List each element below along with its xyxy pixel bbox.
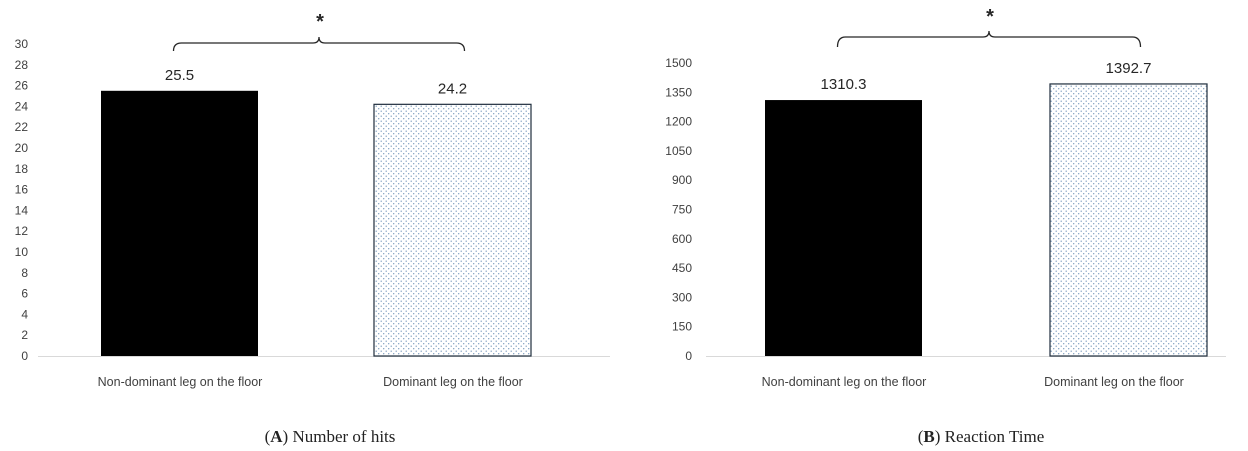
- panel-b-ytick-label: 300: [672, 290, 692, 304]
- panel-a-significance-bracket: [172, 36, 466, 52]
- panel-a-category-label: Non-dominant leg on the floor: [98, 375, 263, 389]
- panel-b-chart: 0 150 300 450 600 750 900 1050 1200 1350 1500 1310.…: [665, 6, 1226, 389]
- panel-b-bar-2: [1049, 83, 1208, 357]
- panel-a-ytick-label: 14: [15, 203, 29, 217]
- panel-b-ytick-label: 0: [685, 349, 692, 363]
- panel-b-bar-1: [765, 100, 922, 356]
- panel-b-significance-star: *: [986, 6, 994, 28]
- panel-b-ytick-label: 450: [672, 261, 692, 275]
- panel-a-ytick-label: 10: [15, 245, 29, 259]
- panel-a-ytick-label: 16: [15, 183, 29, 197]
- panel-b-significance-bracket: [836, 30, 1142, 48]
- panel-a-bar-1: [101, 90, 258, 357]
- panel-b-category-label: Non-dominant leg on the floor: [762, 375, 927, 389]
- panel-a-bar-2: [373, 103, 532, 357]
- panel-b-ytick-label: 600: [672, 232, 692, 246]
- caption-b-title: Reaction Time: [945, 427, 1045, 446]
- panel-a-ytick-label: 28: [15, 58, 29, 72]
- panel-b-data-label: 1392.7: [1106, 60, 1152, 77]
- caption-b-letter: B: [923, 427, 934, 446]
- panel-b-ytick-label: 1050: [665, 144, 692, 158]
- panel-a-data-label: 24.2: [438, 80, 467, 97]
- panel-b-ytick-label: 1200: [665, 115, 692, 129]
- panel-a-ytick-label: 12: [15, 224, 29, 238]
- panel-b-ytick-label: 750: [672, 203, 692, 217]
- panel-b-category-label: Dominant leg on the floor: [1044, 375, 1184, 389]
- panel-a-category-label: Dominant leg on the floor: [383, 375, 523, 389]
- panel-a-ytick-label: 0: [21, 349, 28, 363]
- caption-a-letter: A: [270, 427, 283, 446]
- caption-b: (B) Reaction Time: [918, 427, 1045, 446]
- panel-b-ytick-label: 1350: [665, 85, 692, 99]
- panel-b-ytick-label: 1500: [665, 56, 692, 70]
- panel-a-data-label: 25.5: [165, 67, 194, 84]
- panel-b-ytick-label: 900: [672, 173, 692, 187]
- panel-a-ytick-label: 4: [21, 307, 28, 321]
- panel-b-ytick-label: 150: [672, 320, 692, 334]
- panel-a-ytick-label: 30: [15, 37, 29, 51]
- panel-a-ytick-label: 26: [15, 79, 29, 93]
- panel-a-ytick-label: 24: [15, 99, 29, 113]
- panel-a-ytick-label: 20: [15, 141, 29, 155]
- panel-b-data-label: 1310.3: [821, 76, 867, 93]
- panel-a-chart: 02468101214161820222426283025.5Non-domin…: [15, 11, 610, 389]
- caption-a-title: Number of hits: [292, 427, 395, 446]
- panel-a-ytick-label: 8: [21, 266, 28, 280]
- panel-a-ytick-label: 22: [15, 120, 29, 134]
- caption-a: (A) Number of hits: [265, 427, 396, 446]
- panel-a-ytick-label: 2: [21, 328, 28, 342]
- panel-a-ytick-label: 6: [21, 287, 28, 301]
- panel-a-ytick-label: 18: [15, 162, 29, 176]
- panel-a-significance-star: *: [316, 11, 324, 33]
